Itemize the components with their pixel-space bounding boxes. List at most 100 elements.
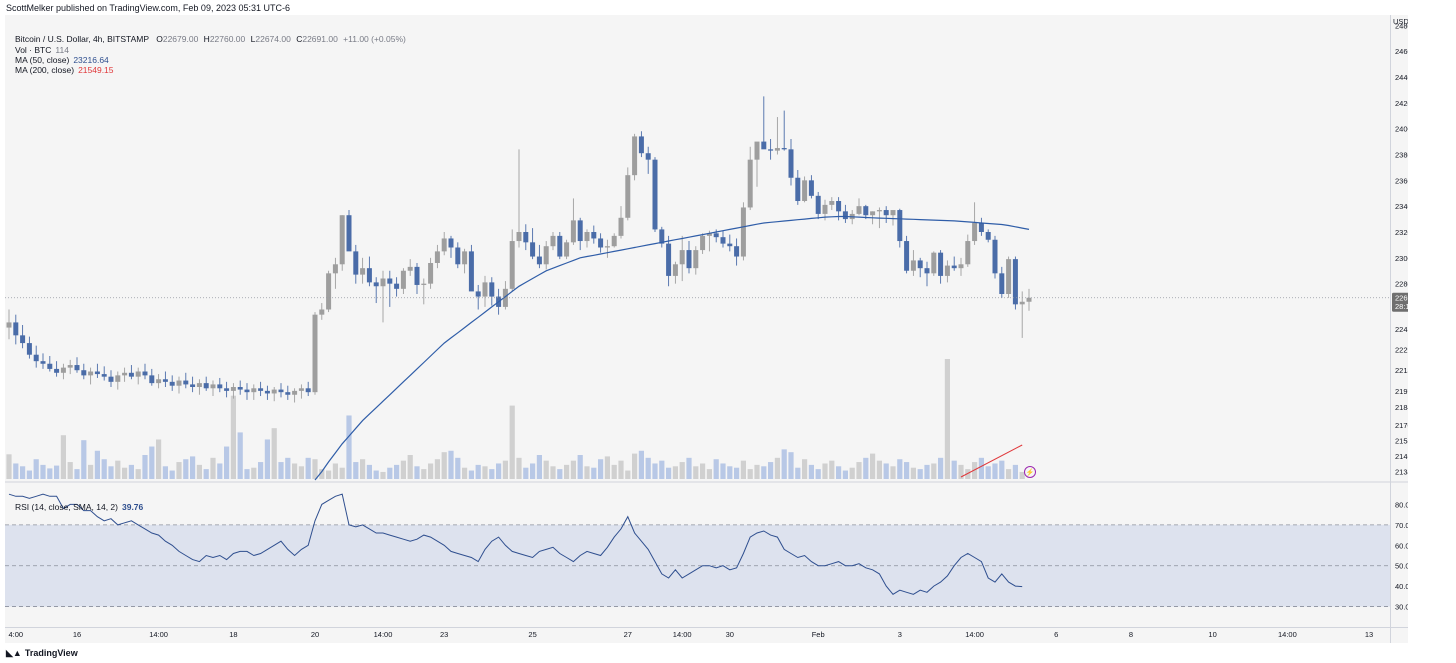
ma200-legend[interactable]: MA (200, close) 21549.15 bbox=[15, 65, 114, 75]
volume-bar bbox=[448, 450, 454, 479]
volume-bar bbox=[26, 470, 32, 479]
candle-body bbox=[1012, 259, 1018, 305]
chart-canvas[interactable]: ⚡ USD24800.00 24600.00 24400.00 24200.00 2400… bbox=[5, 15, 1408, 643]
volume-bar bbox=[870, 453, 876, 479]
volume-bar bbox=[285, 457, 291, 479]
volume-bar bbox=[13, 463, 19, 479]
price-axis-tick-label: 21465.00 bbox=[1395, 452, 1408, 461]
candle-body bbox=[428, 263, 434, 284]
candle-body bbox=[870, 211, 876, 216]
price-axis-tick-label: 22450.00 bbox=[1395, 325, 1408, 334]
candle-body bbox=[516, 232, 522, 242]
volume-bar bbox=[258, 462, 264, 479]
volume-bar bbox=[557, 469, 563, 479]
volume-bar bbox=[1019, 471, 1025, 479]
time-axis-label: 23 bbox=[440, 630, 448, 639]
chart-area[interactable]: ⚡ USD24800.00 24600.00 24400.00 24200.00 2400… bbox=[5, 15, 1408, 643]
candle-body bbox=[917, 260, 923, 269]
rsi-legend[interactable]: RSI (14, close, SMA, 14, 2) 39.76 bbox=[15, 502, 143, 512]
tradingview-logo[interactable]: ◣▲ TradingView bbox=[6, 648, 78, 659]
candle-body bbox=[88, 371, 94, 376]
candle-body bbox=[387, 278, 393, 284]
candle-body bbox=[693, 250, 699, 269]
volume-bar bbox=[992, 463, 998, 479]
volume-bar bbox=[536, 455, 542, 479]
volume-bar bbox=[917, 469, 923, 479]
candle-body bbox=[625, 175, 631, 218]
candle-body bbox=[353, 251, 359, 275]
rsi-band bbox=[5, 524, 1390, 607]
candle-body bbox=[149, 375, 155, 384]
price-axis-tick-label: 24800.00 bbox=[1395, 21, 1408, 30]
volume-bar bbox=[156, 439, 162, 479]
candle-body bbox=[441, 238, 447, 252]
candle-body bbox=[258, 388, 264, 391]
volume-bar bbox=[169, 470, 175, 479]
volume-label: Vol · BTC bbox=[15, 45, 52, 55]
candle-body bbox=[550, 235, 556, 247]
symbol-legend[interactable]: Bitcoin / U.S. Dollar, 4h, BITSTAMP O226… bbox=[15, 34, 406, 44]
candle-body bbox=[999, 273, 1005, 294]
volume-bar bbox=[20, 466, 26, 479]
candle-body bbox=[115, 375, 121, 382]
volume-bar bbox=[523, 467, 529, 479]
candle-body bbox=[482, 282, 488, 297]
volume-bar bbox=[686, 457, 692, 479]
symbol-name: Bitcoin / U.S. Dollar, 4h, BITSTAMP bbox=[15, 34, 149, 44]
price-axis-tick-label: 24200.00 bbox=[1395, 99, 1408, 108]
candle-body bbox=[958, 264, 964, 269]
volume-bar bbox=[203, 469, 209, 479]
lightning-icon bbox=[1024, 466, 1036, 478]
volume-bar bbox=[407, 455, 413, 479]
candle-body bbox=[652, 159, 658, 230]
volume-bar bbox=[47, 468, 53, 479]
volume-bar bbox=[761, 466, 767, 479]
price-axis-tick-label: 22800.00 bbox=[1395, 280, 1408, 289]
time-axis-label: 10 bbox=[1208, 630, 1216, 639]
candle-body bbox=[713, 233, 719, 238]
volume-bar bbox=[387, 467, 393, 479]
candle-body bbox=[774, 148, 780, 151]
volume-bar bbox=[720, 463, 726, 479]
volume-bar bbox=[781, 449, 787, 479]
volume-bar bbox=[972, 462, 978, 479]
volume-bar bbox=[577, 455, 583, 479]
candle-body bbox=[475, 291, 481, 297]
volume-legend[interactable]: Vol · BTC 114 bbox=[15, 45, 69, 55]
volume-bar bbox=[638, 450, 644, 479]
candle-body bbox=[237, 387, 243, 390]
candle-body bbox=[285, 392, 291, 395]
volume-bar bbox=[713, 459, 719, 479]
price-axis-tick-label: 23200.00 bbox=[1395, 228, 1408, 237]
candle-body bbox=[47, 363, 53, 369]
volume-bar bbox=[149, 446, 155, 479]
candle-body bbox=[570, 220, 576, 243]
candle-body bbox=[108, 376, 114, 382]
candle-body bbox=[26, 343, 32, 355]
volume-bar bbox=[931, 463, 937, 479]
candle-body bbox=[822, 204, 828, 214]
volume-bar bbox=[380, 471, 386, 479]
volume-value: 114 bbox=[55, 45, 69, 55]
volume-bar bbox=[278, 462, 284, 479]
candle-body bbox=[407, 266, 413, 271]
volume-bar bbox=[863, 457, 869, 479]
volume-bar bbox=[1012, 464, 1018, 479]
volume-bar bbox=[455, 457, 461, 479]
candle-body bbox=[462, 251, 468, 265]
candle-body bbox=[1019, 301, 1025, 305]
volume-bar bbox=[496, 463, 502, 479]
ma50-legend[interactable]: MA (50, close) 23216.64 bbox=[15, 55, 109, 65]
price-axis-tick-label: 24400.00 bbox=[1395, 73, 1408, 82]
candle-body bbox=[700, 235, 706, 251]
volume-bar bbox=[768, 462, 774, 479]
volume-bar bbox=[305, 457, 311, 479]
ma50-label: MA (50, close) bbox=[15, 55, 70, 65]
volume-bar bbox=[115, 460, 121, 479]
volume-bar bbox=[346, 415, 352, 479]
volume-bar bbox=[747, 469, 753, 479]
volume-bar bbox=[904, 462, 910, 479]
price-axis-tick-label: 24600.00 bbox=[1395, 47, 1408, 56]
volume-bar bbox=[74, 469, 80, 479]
candle-body bbox=[190, 384, 196, 387]
